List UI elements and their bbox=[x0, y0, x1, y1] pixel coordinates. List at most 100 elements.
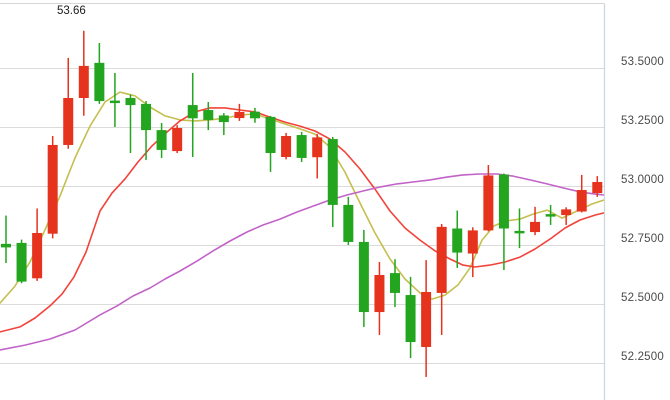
y-axis-label: 53.0000 bbox=[621, 174, 664, 186]
candle-body bbox=[452, 228, 463, 253]
candle-wick bbox=[5, 215, 7, 263]
candle-body bbox=[234, 111, 245, 119]
candle-body bbox=[109, 100, 120, 104]
candlestick bbox=[390, 259, 400, 308]
candlestick bbox=[63, 57, 74, 149]
candle-wick bbox=[565, 207, 567, 225]
candlestick bbox=[32, 208, 43, 281]
candlestick bbox=[94, 43, 105, 104]
candlestick bbox=[172, 125, 183, 153]
candlestick bbox=[1, 215, 11, 263]
candle-wick bbox=[129, 94, 132, 153]
candlestick bbox=[16, 239, 27, 284]
y-axis-label: 53.5000 bbox=[621, 56, 664, 68]
candlestick bbox=[436, 224, 447, 335]
candlestick bbox=[514, 208, 525, 249]
candlestick bbox=[421, 260, 432, 377]
candle-body bbox=[576, 190, 587, 212]
candlestick bbox=[218, 113, 229, 136]
ma-lines bbox=[0, 91, 605, 351]
candle-body bbox=[358, 241, 369, 313]
candlestick bbox=[141, 101, 152, 161]
candlestick bbox=[561, 207, 572, 225]
candle-body bbox=[405, 295, 416, 343]
candle-body bbox=[498, 174, 509, 229]
candle-body bbox=[592, 182, 603, 194]
candlestick bbox=[312, 134, 323, 179]
candle-body bbox=[343, 204, 354, 242]
candlestick bbox=[452, 210, 463, 268]
y-axis-label: 52.7500 bbox=[621, 233, 664, 245]
candlestick bbox=[545, 204, 556, 225]
candlestick bbox=[343, 196, 354, 246]
y-axis-label: 52.2500 bbox=[621, 351, 664, 363]
candle-body bbox=[32, 232, 43, 279]
candle-body bbox=[141, 103, 152, 131]
candlestick bbox=[156, 123, 167, 158]
candle-body bbox=[327, 139, 338, 205]
candle-body bbox=[530, 221, 541, 233]
candlestick bbox=[498, 173, 509, 271]
candle-body bbox=[421, 291, 432, 347]
candle-body bbox=[374, 275, 385, 313]
candlestick bbox=[47, 136, 58, 239]
candle-body bbox=[218, 115, 229, 123]
candle-body bbox=[94, 62, 105, 102]
ma-slow-purple bbox=[0, 173, 605, 351]
candlestick bbox=[234, 103, 245, 121]
candle-body bbox=[312, 137, 323, 158]
candle-body bbox=[514, 230, 525, 234]
candlestick bbox=[249, 107, 260, 123]
candle-body bbox=[436, 226, 447, 293]
candlestick bbox=[405, 276, 416, 359]
candlestick bbox=[530, 206, 541, 236]
candle-body bbox=[1, 243, 11, 248]
candlestick bbox=[467, 227, 478, 278]
candlestick bbox=[281, 132, 292, 160]
candlestick bbox=[592, 176, 603, 197]
y-axis-label: 53.2500 bbox=[621, 115, 664, 127]
candlestick bbox=[358, 229, 369, 327]
candlestick bbox=[109, 72, 120, 128]
candles bbox=[1, 30, 603, 377]
candle-body bbox=[125, 98, 136, 106]
candle-body bbox=[561, 209, 572, 216]
candle-wick bbox=[114, 72, 116, 128]
candle-wick bbox=[145, 101, 147, 161]
candlestick bbox=[78, 30, 89, 116]
candlestick bbox=[125, 94, 136, 153]
candle-body bbox=[281, 136, 292, 157]
candle-body bbox=[265, 116, 276, 153]
candle-body bbox=[467, 230, 478, 254]
candle-body bbox=[172, 127, 183, 152]
candle-body bbox=[249, 111, 260, 119]
candle-body bbox=[47, 144, 58, 234]
candle-body bbox=[78, 65, 89, 98]
candlestick bbox=[576, 174, 587, 213]
candlestick bbox=[203, 102, 214, 131]
candle-body bbox=[16, 242, 27, 282]
candle-body bbox=[187, 105, 198, 119]
candlestick bbox=[327, 136, 338, 228]
candlestick bbox=[374, 262, 385, 335]
high-price-label: 53.66 bbox=[57, 4, 86, 17]
ma-fast-yellow bbox=[0, 91, 605, 304]
gridlines bbox=[0, 3, 605, 364]
candlestick bbox=[187, 72, 198, 157]
candle-body bbox=[390, 273, 400, 293]
ma-mid-red bbox=[0, 107, 605, 333]
candle-wick bbox=[223, 113, 225, 136]
candle-body bbox=[545, 214, 556, 217]
candle-body bbox=[156, 130, 167, 150]
y-axis-label: 52.5000 bbox=[621, 292, 664, 304]
candle-body bbox=[63, 98, 74, 145]
candle-wick bbox=[518, 208, 521, 249]
candle-body bbox=[296, 135, 307, 158]
candle-body bbox=[203, 110, 214, 120]
candle-body bbox=[483, 175, 494, 231]
candlestick bbox=[296, 131, 307, 162]
candlestick bbox=[483, 165, 494, 232]
candlestick bbox=[265, 115, 276, 172]
